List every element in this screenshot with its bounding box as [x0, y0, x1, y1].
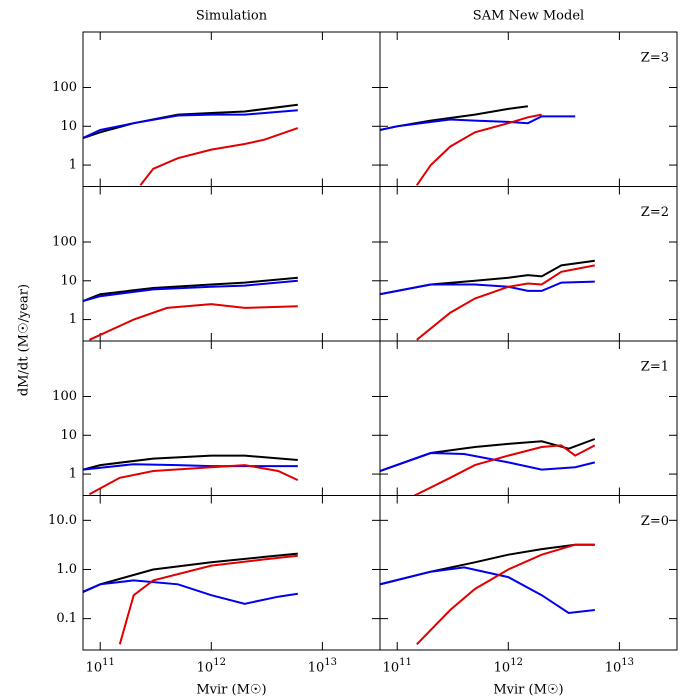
panel: Z=2	[379, 186, 678, 342]
x-tick-label: 1011	[86, 657, 115, 676]
panel-frame	[379, 31, 678, 187]
y-tick-label: 10	[60, 119, 77, 134]
line-series	[83, 454, 298, 471]
series-group	[83, 103, 299, 186]
series-group	[380, 438, 596, 496]
y-tick-label: 10.0	[48, 513, 77, 528]
series-group	[380, 543, 595, 645]
panel: 1 10 100	[52, 186, 381, 342]
redshift-label: Z=0	[641, 514, 669, 529]
line-series	[380, 438, 596, 472]
series-group	[83, 454, 299, 496]
line-series	[416, 264, 595, 341]
series-group	[380, 259, 595, 341]
panel: SAM New Model Z=3	[379, 9, 678, 187]
y-tick-label: 100	[52, 80, 77, 95]
line-series	[83, 109, 298, 139]
panel: 1 10 100	[52, 340, 381, 496]
line-series	[83, 103, 298, 139]
y-tick-label: 1	[69, 467, 77, 482]
line-series	[380, 451, 596, 472]
column-title: SAM New Model	[473, 9, 584, 24]
y-tick-label: 1	[69, 312, 77, 327]
y-tick-label: 0.1	[56, 611, 77, 626]
x-tick-label: 1013	[308, 657, 337, 676]
panel-frame	[82, 340, 381, 496]
x-tick-label: 1012	[197, 657, 226, 676]
series-group	[380, 105, 576, 186]
redshift-label: Z=1	[641, 360, 669, 375]
panel: Mvir (M☉) 1011 1012 1013 0.1 1.0 10.0	[48, 495, 381, 698]
x-axis-label: Mvir (M☉)	[196, 683, 266, 698]
y-axis-label: dM/dt (M☉/year)	[17, 284, 32, 396]
panel: Z=0 Mvir (M☉) 1011 1012 1013	[379, 495, 678, 698]
panel-frame	[379, 186, 678, 342]
line-series	[412, 444, 596, 496]
line-series	[118, 554, 298, 645]
panel-frame	[379, 495, 678, 651]
x-tick-label: 1011	[383, 657, 412, 676]
redshift-label: Z=3	[641, 51, 669, 66]
line-series	[83, 579, 298, 605]
panel: Z=1	[379, 340, 678, 496]
panel-frame	[82, 495, 381, 651]
redshift-label: Z=2	[641, 205, 669, 220]
y-tick-label: 10	[60, 428, 77, 443]
y-tick-label: 1	[69, 158, 77, 173]
line-series	[139, 127, 299, 186]
line-series	[380, 280, 595, 296]
series-group	[83, 552, 298, 645]
panel-frame	[379, 340, 678, 496]
line-series	[380, 566, 595, 615]
line-series	[380, 259, 595, 296]
line-series	[415, 113, 542, 186]
x-axis-label: Mvir (M☉)	[493, 683, 563, 698]
line-series	[83, 279, 298, 303]
x-tick-label: 1013	[605, 657, 634, 676]
column-title: Simulation	[196, 9, 268, 24]
line-series	[88, 464, 299, 496]
y-tick-label: 1.0	[56, 562, 77, 577]
y-tick-label: 10	[60, 273, 77, 288]
line-series	[88, 303, 298, 341]
line-series	[83, 276, 298, 303]
panel: Simulation 1 10 100	[52, 9, 381, 187]
y-tick-label: 100	[52, 235, 77, 250]
panel-frame	[82, 186, 381, 342]
y-tick-label: 100	[52, 389, 77, 404]
panel-frame	[82, 31, 381, 187]
series-group	[83, 276, 298, 341]
x-tick-label: 1012	[494, 657, 523, 676]
line-series	[416, 543, 595, 645]
line-series	[380, 115, 576, 131]
line-series	[380, 543, 595, 586]
